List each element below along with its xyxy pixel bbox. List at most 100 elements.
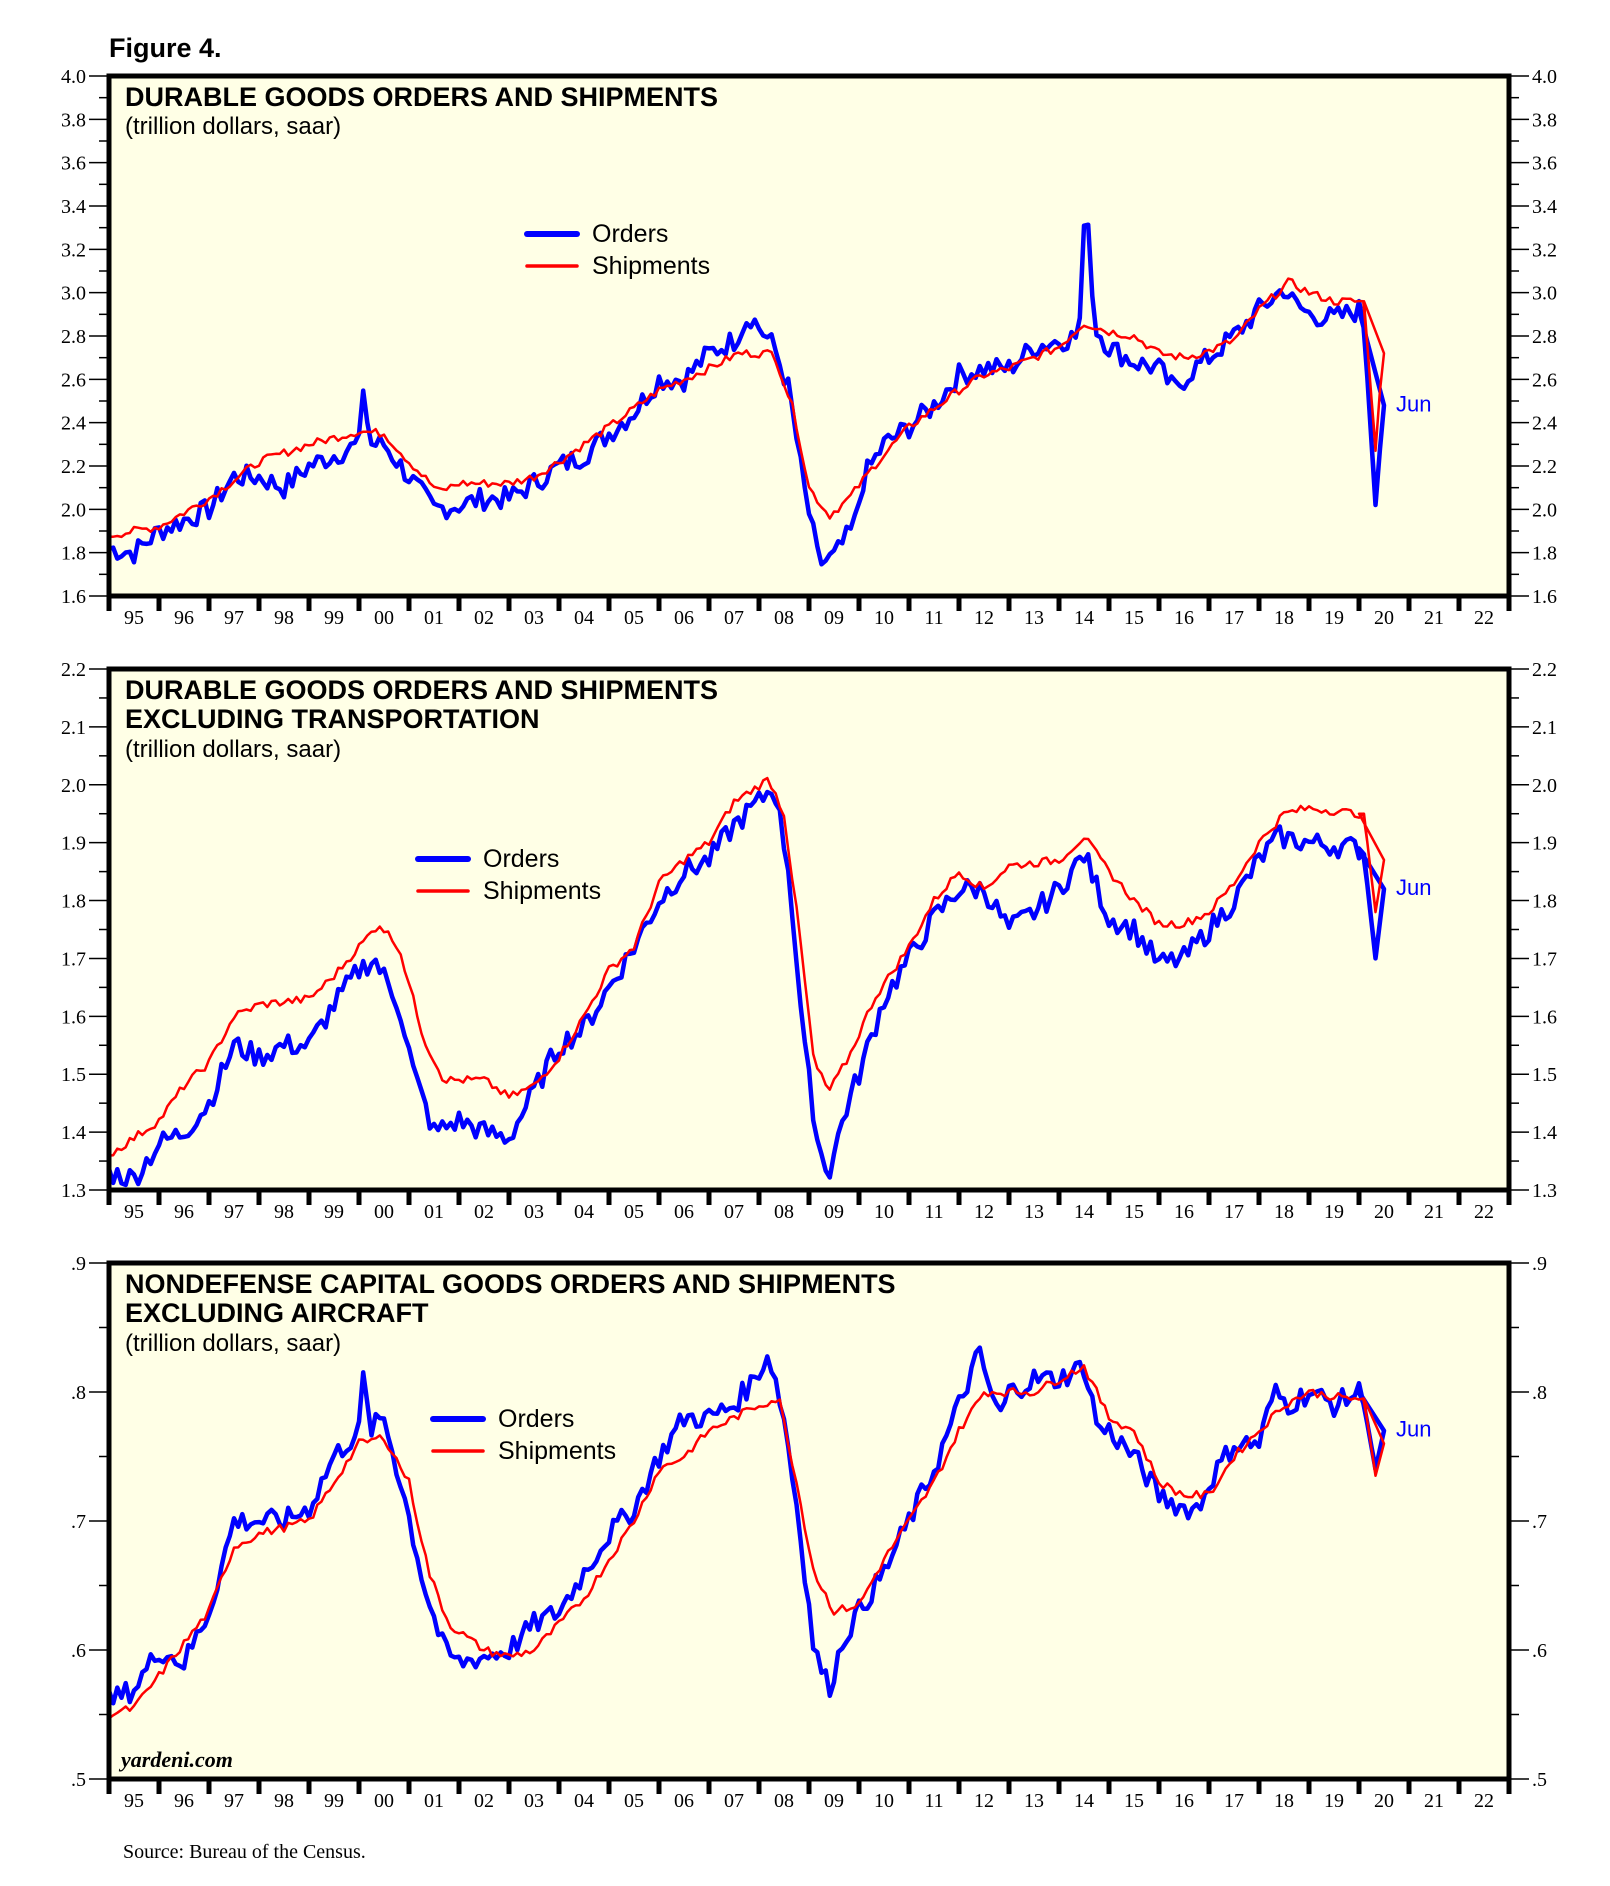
y-tick-label-right: .9 (1532, 1253, 1547, 1275)
x-tick-label: 19 (1324, 1790, 1344, 1812)
x-tick-label: 21 (1424, 1201, 1444, 1223)
y-tick-label-left: 1.6 (61, 586, 86, 608)
x-tick-label: 06 (674, 607, 694, 629)
y-tick-label-right: .6 (1532, 1640, 1547, 1662)
x-tick-label: 14 (1074, 607, 1094, 629)
x-tick-label: 15 (1124, 1790, 1144, 1812)
x-tick-label: 00 (374, 1790, 394, 1812)
y-tick-label-left: 1.3 (61, 1180, 86, 1202)
legend-label-shipments: Shipments (592, 252, 710, 280)
x-tick-label: 98 (274, 1201, 294, 1223)
x-tick-label: 11 (924, 1201, 943, 1223)
y-tick-label-right: 2.1 (1532, 717, 1557, 739)
y-tick-label-right: 3.0 (1532, 283, 1557, 305)
x-tick-label: 10 (874, 1790, 894, 1812)
x-tick-label: 99 (324, 1790, 344, 1812)
x-tick-label: 15 (1124, 607, 1144, 629)
y-tick-label-right: 1.4 (1532, 1122, 1557, 1144)
x-tick-label: 99 (324, 607, 344, 629)
x-tick-label: 13 (1024, 607, 1044, 629)
y-tick-label-left: 2.0 (61, 499, 86, 521)
y-tick-label-right: 2.2 (1532, 659, 1557, 681)
x-tick-label: 17 (1224, 1201, 1244, 1223)
x-tick-label: 17 (1224, 1790, 1244, 1812)
x-tick-label: 02 (474, 1790, 494, 1812)
y-tick-label-right: .8 (1532, 1382, 1547, 1404)
x-tick-label: 11 (924, 1790, 943, 1812)
x-tick-label: 13 (1024, 1201, 1044, 1223)
x-tick-label: 03 (524, 1201, 544, 1223)
y-tick-label-left: 2.0 (61, 775, 86, 797)
x-tick-label: 10 (874, 607, 894, 629)
series-line-orders (106, 1345, 1387, 1706)
x-tick-label: 08 (774, 1201, 794, 1223)
y-tick-label-left: 1.5 (61, 1064, 86, 1086)
x-tick-label: 22 (1474, 607, 1494, 629)
plot-border (106, 666, 1512, 1193)
x-tick-label: 11 (924, 607, 943, 629)
x-tick-label: 22 (1474, 1790, 1494, 1812)
x-tick-label: 00 (374, 1201, 394, 1223)
plot-area (109, 669, 1509, 1190)
y-tick-label-right: 1.6 (1532, 586, 1557, 608)
plot-border (106, 1260, 1512, 1782)
x-tick-label: 09 (824, 1201, 844, 1223)
y-tick-label-right: 3.6 (1532, 153, 1557, 175)
x-tick-label: 17 (1224, 607, 1244, 629)
x-tick-label: 21 (1424, 1790, 1444, 1812)
x-tick-label: 04 (574, 1201, 594, 1223)
y-tick-label-left: 2.4 (61, 413, 86, 435)
y-tick-label-right: .5 (1532, 1769, 1547, 1791)
y-tick-label-left: 2.8 (61, 326, 86, 348)
y-tick-label-left: 2.1 (61, 717, 86, 739)
x-tick-label: 96 (174, 1201, 194, 1223)
x-tick-label: 03 (524, 1790, 544, 1812)
x-tick-label: 97 (224, 1790, 244, 1812)
x-tick-label: 09 (824, 1790, 844, 1812)
legend-label-orders: Orders (592, 220, 668, 248)
chart-title-line2: EXCLUDING AIRCRAFT (125, 1298, 429, 1328)
y-tick-label-left: .9 (71, 1253, 86, 1275)
legend-label-orders: Orders (483, 845, 559, 873)
y-tick-label-right: 1.3 (1532, 1180, 1557, 1202)
series-line-orders (106, 789, 1387, 1188)
y-tick-label-right: 1.5 (1532, 1064, 1557, 1086)
y-tick-label-right: 3.4 (1532, 196, 1557, 218)
x-tick-label: 07 (724, 607, 744, 629)
watermark-logo: yardeni.com (118, 1747, 233, 1772)
y-tick-label-right: 3.2 (1532, 239, 1557, 261)
latest-month-annotation: Jun (1396, 1417, 1431, 1442)
x-tick-label: 97 (224, 1201, 244, 1223)
x-tick-label: 04 (574, 1790, 594, 1812)
y-tick-label-left: 2.2 (61, 456, 86, 478)
x-tick-label: 96 (174, 1790, 194, 1812)
x-tick-label: 96 (174, 607, 194, 629)
x-tick-label: 02 (474, 607, 494, 629)
y-tick-label-left: 1.4 (61, 1122, 86, 1144)
y-tick-label-left: 3.6 (61, 153, 86, 175)
chart-subtitle: (trillion dollars, saar) (125, 1330, 341, 1357)
x-tick-label: 16 (1174, 1790, 1194, 1812)
x-tick-label: 14 (1074, 1790, 1094, 1812)
x-tick-label: 04 (574, 607, 594, 629)
y-tick-label-right: 2.0 (1532, 775, 1557, 797)
x-tick-label: 98 (274, 607, 294, 629)
y-tick-label-left: 3.8 (61, 109, 86, 131)
y-tick-label-left: 1.6 (61, 1006, 86, 1028)
series-line-shipments (108, 776, 1386, 1157)
series-line-shipments (108, 1364, 1386, 1720)
plot-border (106, 73, 1512, 599)
x-tick-label: 10 (874, 1201, 894, 1223)
y-tick-label-left: 1.8 (61, 543, 86, 565)
y-tick-label-right: 1.8 (1532, 543, 1557, 565)
y-tick-label-right: 2.6 (1532, 369, 1557, 391)
x-tick-label: 06 (674, 1790, 694, 1812)
x-tick-label: 18 (1274, 1201, 1294, 1223)
x-tick-label: 08 (774, 1790, 794, 1812)
x-tick-label: 13 (1024, 1790, 1044, 1812)
latest-month-annotation: Jun (1396, 391, 1431, 416)
x-tick-label: 19 (1324, 607, 1344, 629)
legend-label-orders: Orders (498, 1405, 574, 1433)
x-tick-label: 12 (974, 1201, 994, 1223)
y-tick-label-left: .8 (71, 1382, 86, 1404)
